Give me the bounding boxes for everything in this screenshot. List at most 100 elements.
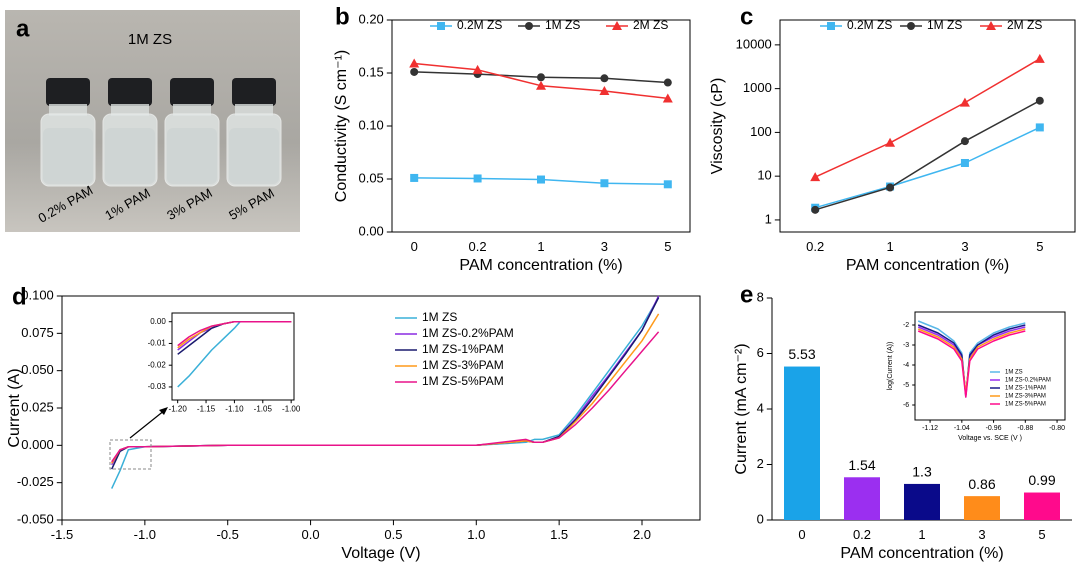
y-tick-label: -3 bbox=[903, 342, 909, 349]
legend-label: 2M ZS bbox=[633, 18, 668, 32]
legend-marker bbox=[525, 22, 533, 30]
legend-label: 1M ZS-3%PAM bbox=[422, 358, 504, 372]
bottle-neck bbox=[49, 104, 87, 116]
bottle-liquid bbox=[229, 128, 279, 184]
x-tick-label: 1.5 bbox=[550, 527, 568, 542]
x-tick-label: -1.5 bbox=[51, 527, 73, 542]
point bbox=[810, 172, 821, 182]
point bbox=[599, 86, 610, 96]
series-line bbox=[814, 58, 1041, 178]
bar-value-label: 0.86 bbox=[968, 476, 995, 492]
plot-frame bbox=[914, 311, 1066, 421]
legend-label: 1M ZS-0.2%PAM bbox=[1005, 378, 1051, 384]
y-tick-label: -0.02 bbox=[148, 360, 167, 369]
series-line bbox=[814, 100, 1041, 211]
x-tick-label: -1.15 bbox=[197, 405, 216, 414]
y-tick-label: -2 bbox=[903, 322, 909, 329]
series-line bbox=[177, 320, 292, 388]
y-tick-label: 2 bbox=[757, 456, 764, 471]
bar bbox=[964, 496, 1000, 520]
y-tick-label: -6 bbox=[903, 402, 909, 409]
x-tick-label: -1.20 bbox=[169, 405, 188, 414]
x-tick-label: 5 bbox=[1036, 239, 1043, 254]
y-axis-label: Current (A) bbox=[6, 368, 23, 447]
point bbox=[663, 180, 672, 189]
y-tick-label: -0.050 bbox=[17, 511, 54, 526]
x-tick-label: 3 bbox=[961, 239, 968, 254]
point bbox=[885, 137, 896, 147]
y-tick-label: 0.025 bbox=[21, 399, 54, 414]
point bbox=[473, 174, 482, 183]
point bbox=[1035, 96, 1044, 105]
x-tick-label: 0.5 bbox=[384, 527, 402, 542]
y-tick-label: 0.050 bbox=[21, 362, 54, 377]
x-tick-label: 1 bbox=[918, 527, 925, 542]
x-tick-label: -1.04 bbox=[954, 425, 970, 432]
point bbox=[409, 58, 420, 68]
legend-marker bbox=[612, 21, 622, 30]
legend-label: 1M ZS-0.2%PAM bbox=[422, 326, 514, 340]
series-line bbox=[177, 320, 292, 349]
x-tick-label: 2.0 bbox=[633, 527, 651, 542]
bottle-liquid bbox=[43, 128, 93, 184]
plot-frame bbox=[391, 19, 691, 233]
legend-marker bbox=[827, 22, 835, 30]
zoom-box bbox=[109, 439, 152, 470]
bottle-liquid bbox=[105, 128, 155, 184]
plot-frame bbox=[779, 19, 1076, 233]
x-axis-label: PAM concentration (%) bbox=[846, 257, 1009, 274]
bar bbox=[1024, 492, 1060, 520]
plot-frame bbox=[171, 312, 295, 401]
legend-label: 1M ZS bbox=[422, 310, 457, 324]
x-axis-label: PAM concentration (%) bbox=[459, 257, 622, 274]
zoom-arrowhead bbox=[159, 407, 168, 415]
bar bbox=[844, 477, 880, 520]
series-line bbox=[814, 126, 1041, 209]
panel-letter: e bbox=[740, 281, 753, 308]
x-tick-label: 3 bbox=[601, 239, 608, 254]
bar-value-label: 1.3 bbox=[912, 464, 932, 480]
bottle-cap bbox=[170, 78, 214, 106]
series-line bbox=[111, 295, 660, 466]
legend-label: 1M ZS-5%PAM bbox=[1005, 402, 1046, 408]
bottle-neck bbox=[235, 104, 273, 116]
y-tick-label: 0.075 bbox=[21, 325, 54, 340]
series-line bbox=[177, 320, 292, 355]
y-tick-label: -0.03 bbox=[148, 382, 167, 391]
point bbox=[600, 179, 609, 188]
bottle-neck bbox=[173, 104, 211, 116]
x-tick-label: 3 bbox=[978, 527, 985, 542]
point bbox=[536, 80, 546, 90]
x-tick-label: -0.88 bbox=[1017, 425, 1033, 432]
x-tick-label: -1.10 bbox=[225, 405, 244, 414]
point bbox=[537, 73, 545, 82]
y-axis-label: Viscosity (cP) bbox=[709, 78, 726, 175]
legend-label: 1M ZS-1%PAM bbox=[1005, 386, 1046, 392]
x-tick-label: -1.12 bbox=[922, 425, 938, 432]
x-tick-label: -0.96 bbox=[986, 425, 1002, 432]
x-tick-label: 0.2 bbox=[806, 239, 824, 254]
legend-label: 1M ZS bbox=[927, 18, 962, 32]
y-tick-label: 0.05 bbox=[358, 170, 383, 185]
y-tick-label: 100 bbox=[750, 124, 772, 139]
point bbox=[410, 67, 419, 76]
y-tick-label: 0.00 bbox=[358, 223, 383, 238]
y-tick-label: 10000 bbox=[736, 36, 772, 51]
x-axis-label: Voltage (V) bbox=[341, 545, 420, 562]
point bbox=[960, 137, 969, 146]
point bbox=[410, 173, 419, 182]
bar-value-label: 0.99 bbox=[1028, 472, 1055, 488]
x-tick-label: -1.0 bbox=[134, 527, 156, 542]
bottle-cap bbox=[232, 78, 276, 106]
photo-title: 1M ZS bbox=[128, 31, 172, 48]
legend-label: 0.2M ZS bbox=[847, 18, 892, 32]
y-tick-label: 6 bbox=[757, 345, 764, 360]
legend-marker bbox=[986, 21, 996, 30]
x-tick-label: -0.80 bbox=[1049, 425, 1065, 432]
bottle-liquid bbox=[167, 128, 217, 184]
y-tick-label: -0.01 bbox=[148, 339, 167, 348]
legend-marker bbox=[437, 22, 445, 30]
point bbox=[472, 64, 483, 74]
x-tick-label: 1.0 bbox=[467, 527, 485, 542]
legend-label: 1M ZS bbox=[545, 18, 580, 32]
